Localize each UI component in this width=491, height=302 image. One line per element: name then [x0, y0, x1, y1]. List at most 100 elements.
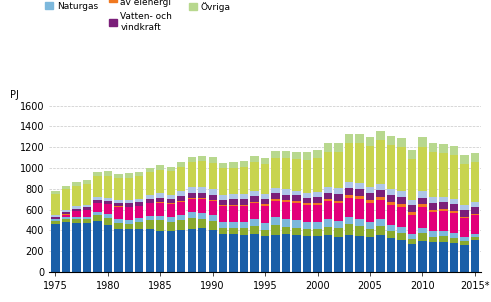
Bar [146, 195, 154, 199]
Bar [429, 143, 437, 153]
Bar [114, 207, 123, 219]
Bar [439, 209, 448, 211]
Bar [439, 153, 448, 197]
Bar [240, 167, 248, 194]
Bar [366, 193, 374, 200]
Bar [450, 213, 458, 233]
Bar [166, 217, 175, 222]
Bar [104, 204, 112, 214]
Bar [198, 162, 206, 188]
Bar [135, 223, 143, 229]
Bar [334, 194, 343, 201]
Bar [408, 212, 416, 215]
Bar [439, 144, 448, 153]
Bar [250, 162, 259, 191]
Bar [135, 199, 143, 202]
Bar [219, 169, 227, 195]
Bar [229, 168, 238, 194]
Bar [177, 230, 186, 272]
Bar [366, 146, 374, 188]
Bar [313, 197, 322, 203]
Bar [177, 196, 186, 201]
Bar [51, 219, 59, 221]
Bar [366, 200, 374, 203]
Bar [376, 190, 384, 197]
Bar [188, 218, 196, 229]
Bar [82, 207, 91, 210]
Bar [345, 188, 353, 195]
Bar [62, 189, 70, 210]
Bar [219, 206, 227, 222]
Bar [188, 199, 196, 212]
Bar [376, 200, 384, 219]
Bar [345, 195, 353, 198]
Bar [313, 236, 322, 272]
Bar [397, 204, 406, 207]
Bar [229, 194, 238, 199]
Bar [177, 162, 186, 167]
Bar [125, 178, 133, 200]
Bar [272, 151, 280, 158]
Bar [209, 157, 217, 163]
Bar [460, 210, 468, 217]
Bar [397, 226, 406, 233]
Bar [177, 167, 186, 191]
Bar [177, 201, 186, 215]
Bar [408, 150, 416, 159]
Bar [229, 199, 238, 205]
Bar [125, 229, 133, 272]
Bar [313, 150, 322, 158]
Bar [166, 167, 175, 171]
Bar [188, 193, 196, 198]
Bar [72, 211, 81, 217]
Bar [261, 164, 270, 194]
Bar [240, 228, 248, 235]
Bar [387, 195, 395, 202]
Bar [240, 161, 248, 167]
Bar [303, 222, 311, 229]
Bar [429, 242, 437, 272]
Bar [188, 229, 196, 272]
Bar [366, 223, 374, 229]
Bar [293, 236, 301, 272]
Bar [198, 228, 206, 272]
Bar [82, 219, 91, 223]
Bar [272, 199, 280, 201]
Bar [261, 199, 270, 204]
Bar [334, 143, 343, 152]
Bar [51, 224, 59, 272]
Bar [324, 236, 332, 272]
Bar [146, 203, 154, 216]
Bar [408, 200, 416, 205]
Bar [261, 223, 270, 230]
Bar [345, 217, 353, 224]
Bar [408, 239, 416, 244]
Bar [261, 204, 270, 206]
Bar [418, 204, 427, 207]
Bar [366, 188, 374, 193]
Bar [62, 215, 70, 217]
Bar [397, 197, 406, 204]
Bar [429, 231, 437, 236]
Bar [135, 202, 143, 206]
Bar [345, 143, 353, 182]
Bar [219, 228, 227, 234]
Bar [261, 236, 270, 272]
Bar [125, 220, 133, 223]
Bar [293, 220, 301, 228]
Bar [62, 217, 70, 219]
Bar [397, 191, 406, 197]
Bar [429, 212, 437, 231]
Bar [334, 203, 343, 221]
Bar [82, 217, 91, 219]
Bar [198, 188, 206, 193]
Bar [293, 195, 301, 201]
Bar [156, 216, 164, 220]
Bar [240, 205, 248, 206]
Bar [177, 191, 186, 196]
Bar [471, 162, 479, 202]
Bar [240, 206, 248, 222]
Bar [125, 200, 133, 204]
Bar [156, 202, 164, 203]
Bar [188, 212, 196, 218]
